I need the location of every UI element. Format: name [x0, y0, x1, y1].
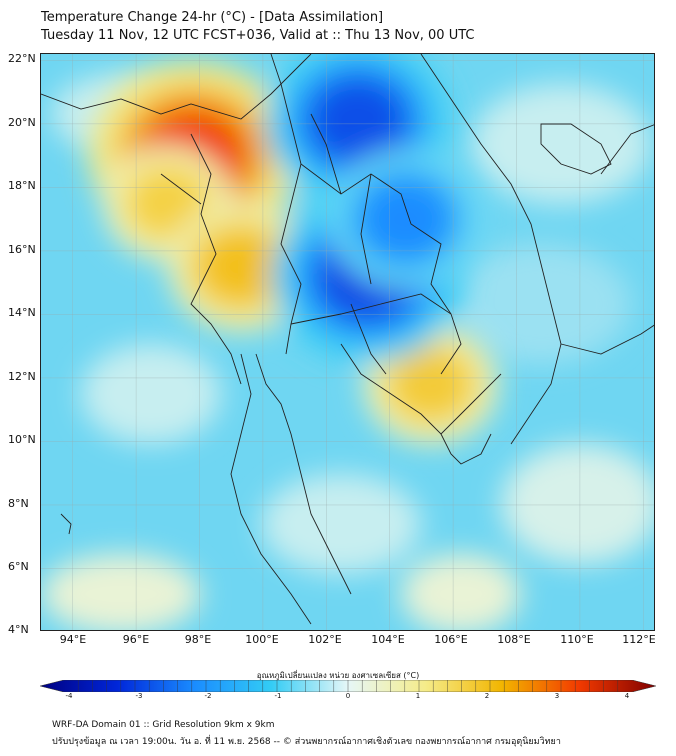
colorbar — [40, 680, 656, 692]
anomaly-cold-laos-central — [361, 180, 450, 258]
lat-tick-label: 20°N — [8, 116, 36, 129]
model-info: WRF-DA Domain 01 :: Grid Resolution 9km … — [52, 720, 275, 730]
lat-tick-label: 14°N — [8, 306, 36, 319]
colorbar-divisions — [78, 680, 618, 692]
colorbar-tick-label: 1 — [415, 692, 421, 700]
anomaly-field — [89, 54, 499, 445]
lon-tick-label: 104°E — [371, 633, 405, 646]
colorbar-tick-label: 0 — [345, 692, 351, 700]
temperature-map[interactable] — [40, 53, 655, 631]
lon-tick-label: 94°E — [59, 633, 87, 646]
lon-tick-label: 112°E — [622, 633, 656, 646]
colorbar-tick-label: 3 — [554, 692, 560, 700]
lon-tick-label: 96°E — [122, 633, 150, 646]
colorbar-tick-label: 2 — [484, 692, 490, 700]
anomaly-warm-myanmar — [128, 168, 208, 238]
anomaly-cold-laos-north — [308, 76, 408, 165]
country-borders — [41, 54, 654, 625]
colorbar-tick-label: 4 — [624, 692, 630, 700]
lat-tick-label: 18°N — [8, 179, 36, 192]
lat-tick-label: 22°N — [8, 52, 36, 65]
map-canvas — [41, 54, 654, 630]
anomaly-warm-cambodia — [390, 348, 472, 420]
lat-tick-label: 12°N — [8, 370, 36, 383]
colorbar-tick-label: -3 — [135, 692, 143, 700]
lat-tick-label: 10°N — [8, 433, 36, 446]
chart-subtitle: Tuesday 11 Nov, 12 UTC FCST+036, Valid a… — [41, 28, 475, 43]
lon-tick-label: 100°E — [245, 633, 279, 646]
lat-tick-label: 16°N — [8, 243, 36, 256]
lat-lon-grid — [41, 54, 654, 630]
lon-tick-label: 98°E — [184, 633, 212, 646]
update-credit: ปรับปรุงข้อมูล ณ เวลา 19:00น. วัน อ. ที่… — [52, 737, 561, 747]
colorbar-tick-label: -1 — [274, 692, 282, 700]
chart-title: Temperature Change 24-hr (°C) - [Data As… — [41, 10, 384, 25]
lon-tick-label: 106°E — [434, 633, 468, 646]
lon-tick-label: 110°E — [560, 633, 594, 646]
anomaly-warm-west-thailand — [198, 229, 284, 304]
lon-tick-label: 108°E — [497, 633, 531, 646]
colorbar-tick-label: -2 — [204, 692, 212, 700]
lat-tick-label: 6°N — [8, 560, 29, 573]
lat-tick-label: 4°N — [8, 623, 29, 636]
lon-tick-label: 102°E — [308, 633, 342, 646]
colorbar-tick-label: -4 — [65, 692, 73, 700]
lat-tick-label: 8°N — [8, 497, 29, 510]
colorbar-label: อุณหภูมิเปลี่ยนแปลง หน่วย องศาเซลเซียส (… — [256, 671, 420, 680]
